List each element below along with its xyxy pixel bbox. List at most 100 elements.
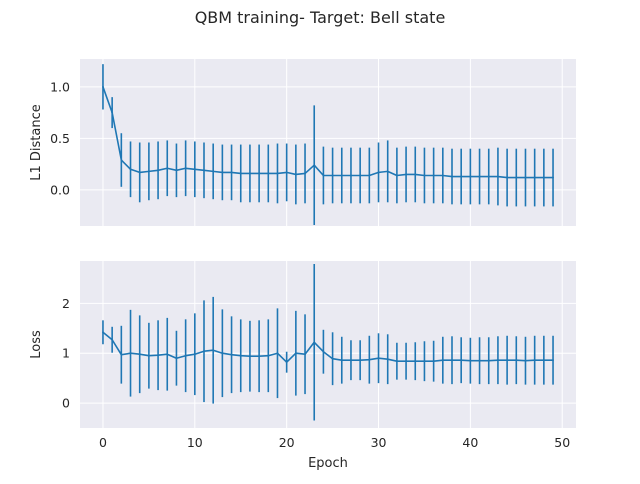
- l1-distance-data-point: [423, 174, 426, 177]
- loss-data-point: [423, 360, 426, 363]
- loss-data-point: [524, 359, 527, 362]
- l1-distance-data-point: [230, 171, 233, 174]
- l1-distance-data-point: [175, 169, 178, 172]
- l1-distance-series-line: [102, 86, 554, 179]
- l1-distance-data-point: [414, 173, 417, 176]
- l1-distance-data-point: [203, 169, 205, 172]
- loss-data-point: [497, 359, 499, 362]
- loss-data-point: [239, 354, 242, 357]
- l1-distance-y-tick-label: 1.0: [50, 79, 70, 94]
- loss-data-point: [157, 354, 159, 357]
- loss-data-point: [414, 360, 417, 363]
- l1-distance-data-point: [313, 164, 316, 167]
- l1-distance-data-point: [166, 167, 169, 170]
- l1-distance-data-point: [515, 176, 518, 179]
- l1-distance-data-point: [212, 170, 215, 173]
- loss-data-point: [533, 359, 536, 362]
- l1-distance-y-axis-label: L1 Distance: [29, 104, 44, 181]
- l1-distance-data-point: [386, 170, 389, 173]
- loss-x-tick-label: 40: [462, 435, 478, 450]
- l1-distance-data-point: [487, 175, 490, 178]
- loss-data-point: [432, 360, 435, 363]
- l1-distance-data-point: [542, 176, 545, 179]
- l1-distance-data-point: [267, 172, 270, 175]
- loss-data-point: [515, 359, 518, 362]
- loss-data-point: [249, 355, 251, 358]
- l1-distance-data-point: [147, 170, 150, 173]
- loss-data-point: [340, 359, 343, 362]
- loss-data-point: [506, 359, 509, 362]
- l1-distance-data-point: [441, 174, 444, 177]
- loss-data-point: [395, 360, 398, 363]
- l1-distance-data-point: [552, 176, 554, 179]
- l1-distance-data-point: [432, 174, 435, 177]
- loss-data-point: [203, 350, 205, 353]
- l1-distance-y-tick-label: 0.5: [50, 131, 70, 146]
- l1-distance-data-point: [102, 85, 104, 88]
- l1-distance-data-point: [294, 173, 297, 176]
- l1-distance-data-point: [350, 174, 352, 177]
- l1-distance-data-point: [340, 174, 343, 177]
- l1-distance-data-point: [405, 173, 407, 176]
- figure-title: QBM training- Target: Bell state: [195, 8, 446, 27]
- l1-distance-y-tick-label: 0.0: [50, 182, 70, 197]
- l1-distance-data-point: [478, 175, 481, 178]
- l1-distance-data-point: [304, 172, 306, 175]
- loss-data-point: [386, 358, 389, 361]
- loss-y-tick-label: 2: [62, 296, 70, 311]
- loss-data-point: [542, 359, 545, 362]
- l1-distance-data-point: [285, 171, 288, 174]
- loss-data-point: [267, 354, 270, 357]
- l1-distance-data-point: [377, 171, 380, 174]
- loss-data-point: [166, 353, 169, 356]
- l1-distance-data-point: [533, 176, 536, 179]
- loss-y-axis-label: Loss: [29, 330, 44, 359]
- loss-data-point: [147, 354, 150, 357]
- l1-distance-data-point: [331, 174, 334, 177]
- loss-x-tick-label: 0: [99, 435, 107, 450]
- loss-data-point: [552, 359, 554, 362]
- loss-data-point: [138, 353, 141, 356]
- loss-data-point: [405, 360, 407, 363]
- loss-data-point: [120, 353, 123, 356]
- loss-data-point: [313, 341, 316, 344]
- l1-distance-data-point: [239, 172, 242, 175]
- loss-data-point: [212, 349, 215, 352]
- loss-data-point: [193, 353, 196, 356]
- l1-distance-data-point: [111, 111, 114, 114]
- loss-data-point: [230, 353, 233, 356]
- loss-x-tick-label: 10: [187, 435, 203, 450]
- l1-distance-data-point: [193, 168, 196, 171]
- l1-distance-plot-area: [80, 59, 576, 226]
- loss-data-point: [276, 352, 279, 355]
- loss-data-point: [460, 359, 463, 362]
- loss-data-point: [285, 361, 288, 364]
- l1-distance-data-point: [368, 174, 371, 177]
- loss-data-point: [294, 352, 297, 355]
- l1-distance-data-point: [506, 176, 509, 179]
- loss-data-point: [350, 359, 352, 362]
- l1-distance-data-point: [138, 171, 141, 174]
- l1-distance-data-point: [469, 175, 472, 178]
- l1-distance-data-point: [451, 175, 453, 178]
- l1-distance-data-point: [359, 174, 362, 177]
- loss-data-point: [441, 359, 444, 362]
- loss-x-tick-label: 30: [371, 435, 387, 450]
- l1-distance-panel: 0.0 0.5 1.0 L1 Distance: [29, 59, 576, 226]
- loss-series-line: [102, 331, 554, 364]
- loss-data-point: [111, 338, 114, 341]
- loss-x-tick-label: 50: [554, 435, 570, 450]
- loss-data-point: [487, 359, 490, 362]
- l1-distance-data-point: [460, 175, 463, 178]
- loss-data-point: [322, 350, 325, 353]
- loss-data-point: [221, 352, 224, 355]
- l1-distance-data-point: [258, 172, 261, 175]
- l1-distance-data-point: [221, 171, 224, 174]
- loss-data-point: [304, 353, 306, 356]
- loss-data-point: [478, 359, 481, 362]
- loss-data-point: [258, 355, 261, 358]
- l1-distance-data-point: [129, 168, 132, 171]
